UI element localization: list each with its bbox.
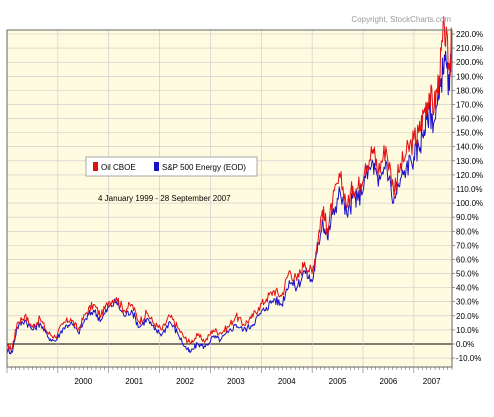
y-tick-label: 220.0% xyxy=(456,30,483,39)
x-axis: 2000 2001 2002 2003 2004 2005 2006 2007 xyxy=(6,367,453,386)
y-tick-label: 100.0% xyxy=(456,199,483,208)
x-tick-label: 2005 xyxy=(329,377,347,386)
x-tick-label: 2000 xyxy=(74,377,92,386)
y-tick-label: 200.0% xyxy=(456,58,483,67)
legend-swatch-energy xyxy=(154,162,159,171)
plot-area xyxy=(7,30,452,367)
y-tick-label: 210.0% xyxy=(456,44,483,53)
y-tick-label: 50.0% xyxy=(456,270,479,279)
x-tick-label: 2006 xyxy=(380,377,398,386)
y-tick-label: 20.0% xyxy=(456,312,479,321)
y-tick-label: 190.0% xyxy=(456,72,483,81)
plot-frame xyxy=(6,29,453,368)
series-line-energy xyxy=(6,44,452,355)
x-tick-label: 2002 xyxy=(176,377,194,386)
y-tick-label: 140.0% xyxy=(456,143,483,152)
series-line-oil xyxy=(6,16,452,351)
y-tick-label: -10.0% xyxy=(456,354,481,363)
y-tick-label: 10.0% xyxy=(456,326,479,335)
y-axis: -10.0% 0.0% 10.0% 20.0% 30.0% 40.0% 50.0% 60.0%… xyxy=(452,30,483,363)
y-tick-label: 130.0% xyxy=(456,157,483,166)
y-tick-label: 30.0% xyxy=(456,298,479,307)
y-tick-label: 120.0% xyxy=(456,171,483,180)
date-range-label: 4 January 1999 - 28 September 2007 xyxy=(98,194,231,203)
y-tick-label: 160.0% xyxy=(456,115,483,124)
y-tick-label: 180.0% xyxy=(456,86,483,95)
legend-label-energy: S&P 500 Energy (EOD) xyxy=(162,163,246,172)
y-tick-label: 90.0% xyxy=(456,213,479,222)
series-layer xyxy=(6,16,452,355)
x-tick-label: 2001 xyxy=(125,377,143,386)
legend-label-oil: Oil CBOE xyxy=(101,163,136,172)
x-tick-label: 2007 xyxy=(423,377,441,386)
y-tick-label: 80.0% xyxy=(456,227,479,236)
y-tick-label: 0.0% xyxy=(456,340,474,349)
legend-box xyxy=(85,156,258,177)
copyright-text: Copyright, StockCharts.com xyxy=(351,15,451,24)
y-tick-label: 60.0% xyxy=(456,255,479,264)
y-tick-label: 170.0% xyxy=(456,100,483,109)
y-tick-label: 40.0% xyxy=(456,284,479,293)
y-tick-label: 70.0% xyxy=(456,241,479,250)
legend-swatch-oil xyxy=(93,162,98,171)
y-tick-label: 150.0% xyxy=(456,129,483,138)
y-tick-label: 110.0% xyxy=(456,185,483,194)
x-tick-label: 2004 xyxy=(278,377,296,386)
legend: Oil CBOE S&P 500 Energy (EOD) xyxy=(85,156,258,177)
x-tick-label: 2003 xyxy=(227,377,245,386)
